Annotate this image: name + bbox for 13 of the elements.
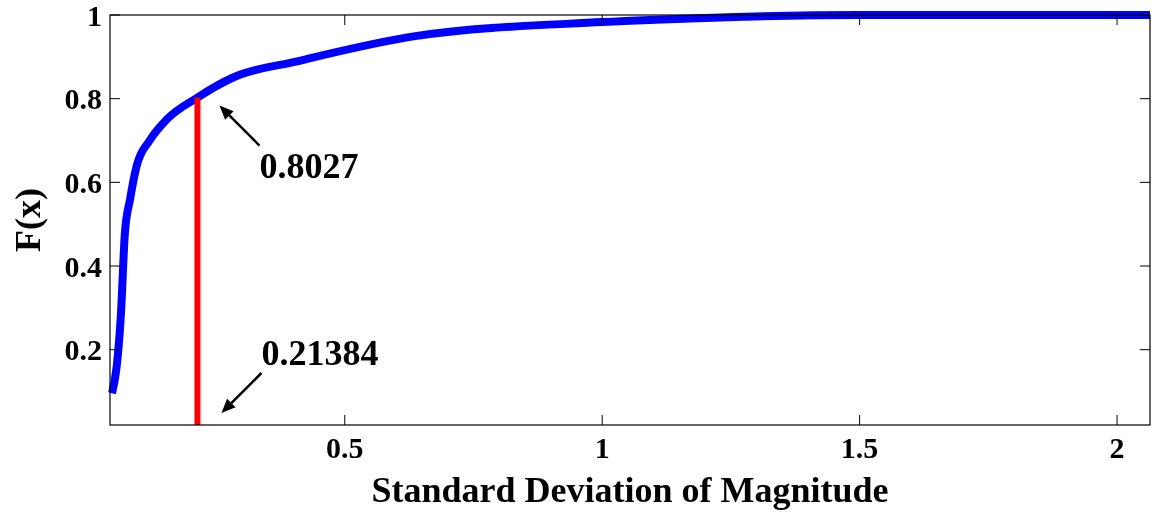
y-tick-label: 0.4 (64, 249, 102, 283)
x-tick-label: 1 (594, 431, 610, 464)
annotation: 0.21384 (261, 333, 379, 373)
y-tick-label: 0.8 (64, 82, 102, 116)
x-axis-title: Standard Deviation of Magnitude (371, 470, 889, 510)
y-tick-label: 0.6 (64, 165, 102, 199)
x-tick-label: 0.5 (326, 431, 364, 464)
y-axis-title: F(x) (8, 188, 48, 252)
y-tick-label: 1 (87, 0, 102, 32)
annotation: 0.8027 (259, 145, 359, 186)
y-tick-label: 0.2 (64, 333, 102, 367)
x-tick-label: 1.5 (840, 431, 879, 464)
x-tick-label: 2 (1109, 431, 1125, 464)
